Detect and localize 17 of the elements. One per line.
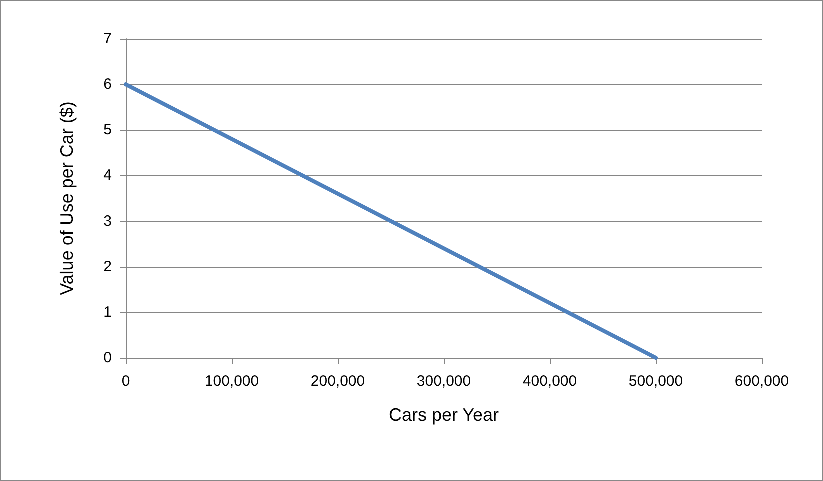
- y-tick-label: 2: [104, 258, 112, 276]
- x-axis-title: Cars per Year: [388, 405, 500, 425]
- y-tick-label: 1: [104, 304, 112, 321]
- y-axis-title: Value of Use per Car ($): [57, 102, 77, 296]
- x-tick-label: 400,000: [522, 373, 578, 390]
- y-tick-label: 0: [104, 350, 112, 366]
- x-tick-label: 300,000: [416, 373, 472, 390]
- y-tick-label: 5: [104, 122, 112, 139]
- y-tick-label: 3: [104, 212, 112, 230]
- x-tick-label: 500,000: [628, 373, 684, 390]
- x-tick-label: 200,000: [310, 373, 366, 390]
- x-tick-label: 100,000: [204, 373, 260, 390]
- x-tick-label: 600,000: [734, 373, 790, 390]
- y-tick-label: 4: [104, 167, 112, 184]
- y-tick-label: 6: [104, 76, 112, 94]
- y-tick-label: 7: [104, 30, 112, 48]
- x-tick-label: 0: [122, 373, 130, 390]
